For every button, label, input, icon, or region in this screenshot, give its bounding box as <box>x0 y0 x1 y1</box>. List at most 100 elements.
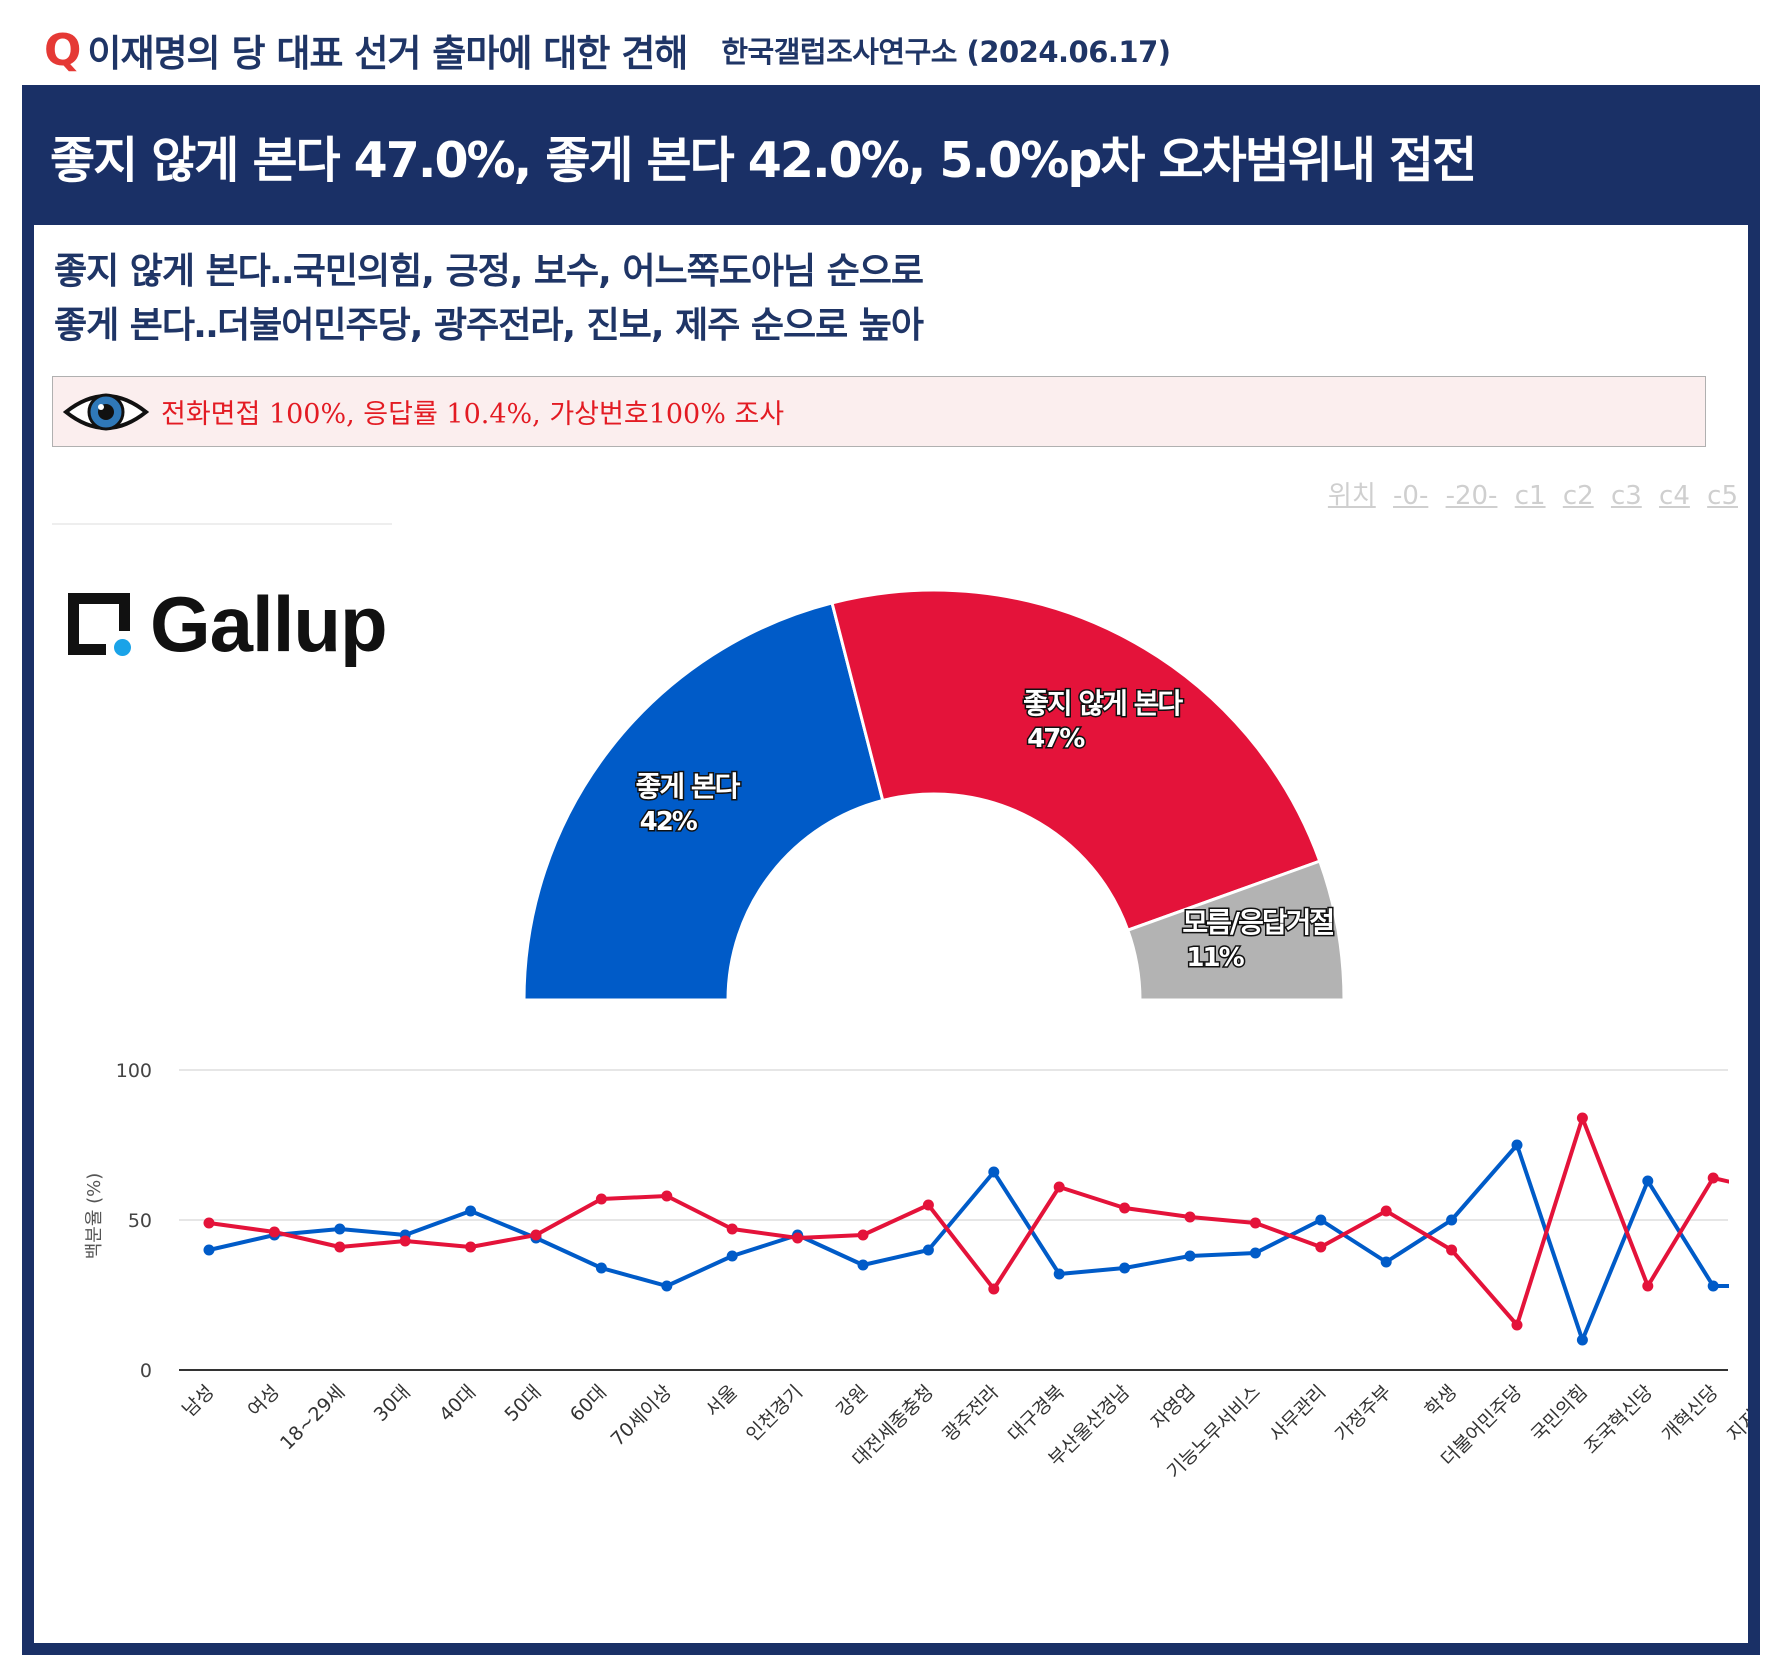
gallup-logo-text: Gallup <box>150 580 388 668</box>
slice-label: 좋지 않게 본다 <box>1023 687 1183 720</box>
data-point-negative <box>595 1193 607 1205</box>
x-tick-label: 여성 <box>244 1381 284 1421</box>
slice-negative <box>830 588 1322 932</box>
main-question: 이재명의 당 대표 선거 출마에 대한 견해 <box>87 32 688 75</box>
data-point-negative <box>399 1235 411 1247</box>
method-note-text: 전화면접 100%, 응답률 10.4%, 가상번호100% 조사 <box>161 399 785 430</box>
summary-line-1: 좋지 않게 본다‥국민의힘, 긍정, 보수, 어느쪽도아님 순으로 <box>54 251 924 292</box>
q-mark: Q <box>44 24 82 76</box>
data-point-negative <box>988 1283 1000 1295</box>
data-point-positive <box>334 1223 346 1235</box>
position-link[interactable]: c5 <box>1707 481 1738 511</box>
data-point-positive <box>922 1244 934 1256</box>
headline-banner: 좋지 않게 본다 47.0%, 좋게 본다 42.0%, 5.0%p차 오차범위… <box>50 131 1477 189</box>
x-tick-label: 30대 <box>370 1381 415 1426</box>
data-point-positive <box>203 1244 215 1256</box>
x-tick-label: 강원 <box>832 1381 872 1421</box>
x-tick-label: 남성 <box>178 1381 218 1421</box>
data-point-positive <box>1119 1262 1131 1274</box>
slice-value-label: 42% <box>640 807 698 837</box>
data-point-positive <box>465 1205 477 1217</box>
x-tick-label: 지지정당 <box>1723 1381 1748 1446</box>
data-point-negative <box>268 1226 280 1238</box>
summary-line-2: 좋게 본다‥더불어민주당, 광주전라, 진보, 제주 순으로 높아 <box>54 305 924 346</box>
data-point-negative <box>1380 1205 1392 1217</box>
x-tick-label: 개혁신당 <box>1658 1381 1723 1446</box>
data-point-positive <box>661 1280 673 1292</box>
position-label: 위치 <box>1327 481 1376 511</box>
data-point-positive <box>1380 1256 1392 1268</box>
method-note: 전화면접 100%, 응답률 10.4%, 가상번호100% 조사 <box>52 376 1706 447</box>
data-point-positive <box>726 1250 738 1262</box>
data-point-negative <box>1053 1181 1065 1193</box>
y-axis-label: 백분율 (%) <box>84 1173 105 1260</box>
x-tick-label: 70세이상 <box>607 1381 677 1451</box>
data-point-positive <box>1053 1268 1065 1280</box>
x-tick-label: 40대 <box>435 1381 480 1426</box>
x-tick-label: 대구경북 <box>1004 1381 1069 1446</box>
data-point-negative <box>792 1232 804 1244</box>
data-point-negative <box>1446 1244 1458 1256</box>
data-point-positive <box>857 1259 869 1271</box>
data-point-negative <box>857 1229 869 1241</box>
data-point-positive <box>1707 1280 1719 1292</box>
x-tick-label: 조국혁신당 <box>1580 1381 1657 1458</box>
data-point-negative <box>1707 1172 1719 1184</box>
content-frame: 좋지 않게 본다 47.0%, 좋게 본다 42.0%, 5.0%p차 오차범위… <box>22 85 1760 1655</box>
slice-value-label: 11% <box>1186 943 1244 973</box>
data-point-negative <box>1184 1211 1196 1223</box>
position-link[interactable]: c2 <box>1562 481 1594 511</box>
position-links: 위치 -0- -20- c1 c2 c3 c4 c5 <box>1319 475 1738 512</box>
x-tick-label: 서울 <box>701 1381 741 1421</box>
half-donut-chart: 좋게 본다 42% 좋지 않게 본다 47% 모름/응답거절 11% <box>522 588 1346 1002</box>
plot-area <box>203 1112 1729 1346</box>
x-tick-label: 60대 <box>566 1381 611 1426</box>
slice-positive <box>522 601 885 1002</box>
y-tick-label: 100 <box>116 1060 152 1082</box>
data-point-negative <box>1642 1280 1654 1292</box>
data-point-negative <box>1511 1319 1523 1331</box>
data-point-negative <box>1315 1241 1327 1253</box>
position-link[interactable]: -20- <box>1445 481 1498 511</box>
data-point-negative <box>1249 1217 1261 1229</box>
position-link[interactable]: c3 <box>1610 481 1642 511</box>
position-link[interactable]: c4 <box>1659 481 1690 511</box>
data-point-negative <box>465 1241 477 1253</box>
slice-label: 좋게 본다 <box>636 770 741 803</box>
position-link[interactable]: -0- <box>1393 481 1429 511</box>
summary: 좋지 않게 본다‥국민의힘, 긍정, 보수, 어느쪽도아님 순으로 좋게 본다‥… <box>54 245 924 353</box>
position-link[interactable]: c1 <box>1514 481 1546 511</box>
data-point-negative <box>1119 1202 1131 1214</box>
data-point-negative <box>922 1199 934 1211</box>
eye-icon <box>63 393 149 430</box>
x-tick-label: 18~29세 <box>276 1381 349 1454</box>
x-tick-label: 50대 <box>501 1381 546 1426</box>
content-panel: 좋지 않게 본다‥국민의힘, 긍정, 보수, 어느쪽도아님 순으로 좋게 본다‥… <box>34 225 1748 1643</box>
slice-value-label: 47% <box>1027 724 1085 754</box>
x-tick-label: 사무관리 <box>1265 1381 1330 1446</box>
data-point-negative <box>203 1217 215 1229</box>
data-point-positive <box>1249 1247 1261 1259</box>
data-point-negative <box>726 1223 738 1235</box>
logo-divider <box>52 523 392 525</box>
data-point-negative <box>661 1190 673 1202</box>
x-tick-label: 자영업 <box>1147 1381 1200 1434</box>
slice-unknown <box>1126 859 1346 1002</box>
data-point-negative <box>530 1229 542 1241</box>
data-point-positive <box>1642 1175 1654 1187</box>
x-tick-label: 인천경기 <box>742 1381 807 1446</box>
data-point-positive <box>988 1166 1000 1178</box>
data-point-negative <box>334 1241 346 1253</box>
source-label: 한국갤럽조사연구소 (2024.06.17) <box>721 35 1171 69</box>
slice-label: 모름/응답거절 <box>1182 906 1333 939</box>
x-tick-label: 광주전라 <box>938 1381 1003 1446</box>
gallup-mark-icon <box>68 593 131 656</box>
data-point-positive <box>1446 1214 1458 1226</box>
x-tick-label: 국민의힘 <box>1527 1381 1592 1446</box>
data-point-positive <box>1576 1334 1588 1346</box>
x-tick-label: 가정주부 <box>1331 1381 1396 1446</box>
data-point-positive <box>1315 1214 1327 1226</box>
y-tick-label: 0 <box>140 1360 152 1382</box>
gallup-logo: Gallup <box>68 580 388 668</box>
